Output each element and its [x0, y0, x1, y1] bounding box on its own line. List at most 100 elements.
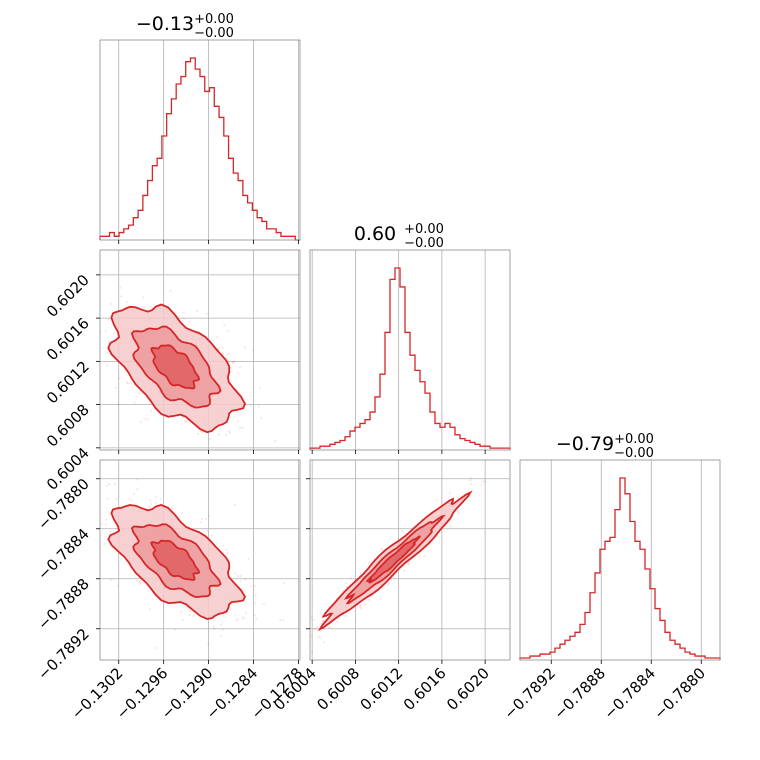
tick-label-y: 0.6012 [43, 357, 93, 407]
sample-point [244, 578, 247, 581]
tick-label-x: 0.6016 [400, 664, 450, 714]
sample-point [174, 628, 177, 631]
tick-label-x: −0.7892 [500, 664, 559, 723]
sample-point [358, 605, 361, 608]
panel-grid [311, 250, 486, 450]
sample-point [233, 503, 236, 506]
sample-point [222, 544, 225, 547]
sample-point [234, 572, 237, 575]
sample-point [239, 580, 242, 583]
tick-label-x: 0.6008 [313, 664, 363, 714]
sample-point [315, 628, 318, 631]
sample-point [108, 530, 112, 533]
sample-point [91, 540, 93, 542]
sample-point [315, 625, 319, 629]
tick-label-y: −0.7892 [34, 625, 93, 684]
sample-point [359, 572, 362, 575]
sample-point [149, 499, 152, 502]
sample-point [257, 405, 260, 408]
sample-point [139, 580, 142, 583]
panel-frame [99, 249, 301, 451]
param-title-minus-1: −0.00 [404, 236, 444, 251]
sample-point [96, 316, 98, 318]
sample-point [204, 517, 207, 520]
sample-point [268, 666, 270, 668]
sample-point [241, 426, 244, 429]
sample-point [125, 301, 128, 304]
sample-point [403, 569, 406, 572]
sample-point [243, 590, 246, 593]
density-panel-2-0 [90, 477, 285, 650]
sample-point [95, 289, 97, 291]
tick-label-x: 0.6012 [357, 664, 407, 714]
sample-point [105, 351, 108, 354]
sample-point [96, 529, 98, 531]
sample-point [144, 417, 147, 420]
sample-point [223, 324, 226, 327]
sample-point [220, 634, 223, 637]
sample-point [105, 484, 108, 488]
sample-point [118, 377, 121, 380]
sample-point [389, 578, 392, 582]
sample-point [243, 346, 246, 349]
sample-point [181, 618, 184, 621]
tick-label-x: 0.6020 [443, 664, 493, 714]
sample-point [359, 603, 362, 607]
sample-point [238, 426, 241, 429]
sample-point [302, 643, 304, 645]
sample-point [114, 386, 118, 389]
sample-point [469, 479, 472, 482]
sample-point [226, 330, 229, 333]
sample-point [116, 584, 119, 587]
sample-point [208, 437, 212, 441]
sample-point [254, 594, 257, 597]
sample-point [407, 561, 410, 565]
sample-point [241, 616, 244, 619]
sample-point [113, 332, 116, 335]
sample-point [142, 306, 145, 309]
sample-point [368, 598, 371, 601]
sample-point [155, 496, 158, 499]
sample-point [181, 511, 184, 515]
histogram-1 [309, 267, 511, 450]
sample-point [448, 492, 451, 495]
sample-point [232, 360, 235, 363]
sample-point [387, 581, 391, 585]
sample-point [244, 611, 248, 615]
sample-point [227, 360, 230, 363]
sample-point [150, 502, 153, 505]
sample-point [435, 498, 438, 501]
sample-point [470, 477, 473, 480]
sample-point [28, 275, 30, 277]
sample-point [456, 511, 459, 515]
sample-point [188, 320, 192, 323]
sample-point [126, 381, 129, 384]
sample-point [149, 306, 152, 309]
sample-point [142, 296, 145, 299]
sample-point [106, 497, 109, 500]
sample-point [113, 482, 117, 485]
sample-point [407, 561, 410, 564]
sample-point [312, 618, 315, 621]
sample-point [229, 608, 232, 611]
sample-point [100, 522, 103, 525]
panel-frame [309, 249, 511, 451]
sample-point [103, 542, 106, 546]
sample-point [139, 582, 142, 586]
sample-point [183, 420, 186, 423]
sample-point [219, 623, 222, 626]
sample-point [253, 584, 256, 588]
sample-point [301, 627, 303, 629]
sample-point [359, 605, 363, 608]
sample-point [205, 529, 208, 532]
sample-point [90, 527, 92, 529]
sample-point [345, 586, 348, 589]
sample-point [235, 619, 238, 622]
sample-point [255, 617, 258, 621]
panel-ticks [118, 240, 299, 244]
sample-point [132, 492, 136, 495]
sample-point [228, 430, 231, 433]
panel-ticks [311, 450, 486, 454]
sample-point [148, 505, 151, 508]
sample-point [98, 339, 100, 341]
